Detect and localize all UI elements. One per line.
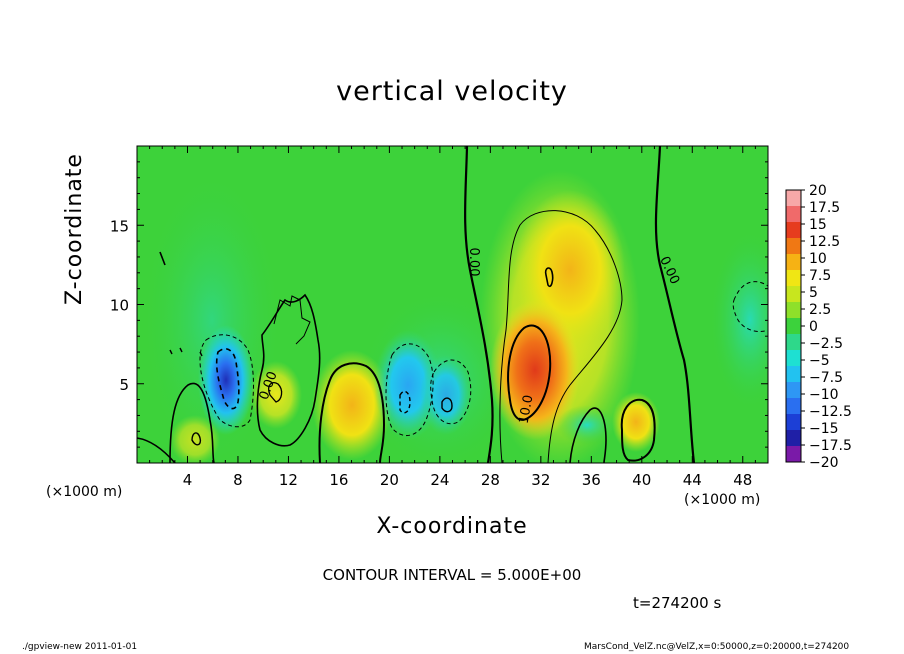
x-axis-unit: (×1000 m) bbox=[684, 492, 761, 508]
colorbar-swatch bbox=[786, 414, 801, 430]
colorbar-label: −15 bbox=[809, 421, 839, 437]
contour-interval-text: CONTOUR INTERVAL = 5.000E+00 bbox=[322, 566, 582, 584]
x-axis: 4 8 12 16 20 24 28 32 36 40 44 48 bbox=[149, 146, 756, 489]
colorbar-label: 17.5 bbox=[809, 200, 840, 216]
colorbar-label: 0 bbox=[809, 319, 818, 335]
colorbar-swatch bbox=[786, 190, 801, 206]
colorbar: 2017.51512.5107.552.50−2.5−5−7.5−10−12.5… bbox=[785, 183, 852, 471]
colorbar-swatch bbox=[786, 222, 801, 238]
colorbar-label: −10 bbox=[809, 387, 839, 403]
colorbar-swatch bbox=[786, 382, 801, 398]
colorbar-label: −17.5 bbox=[809, 438, 852, 454]
colorbar-label: −12.5 bbox=[809, 404, 852, 420]
x-tick-label: 48 bbox=[733, 471, 752, 489]
x-tick-label: 32 bbox=[531, 471, 550, 489]
x-tick-label: 36 bbox=[582, 471, 601, 489]
colorbar-label: 20 bbox=[809, 183, 827, 199]
y-tick-label: 15 bbox=[110, 217, 129, 235]
colorbar-swatch bbox=[786, 270, 801, 286]
x-tick-label: 24 bbox=[430, 471, 449, 489]
colorbar-swatch bbox=[786, 318, 801, 334]
colorbar-label: 5 bbox=[809, 285, 818, 301]
x-axis-label: X-coordinate bbox=[376, 514, 528, 539]
colorbar-label: 10 bbox=[809, 251, 827, 267]
colorbar-label: −2.5 bbox=[809, 336, 843, 352]
y-axis-unit: (×1000 m) bbox=[46, 484, 123, 500]
colorbar-label: −20 bbox=[809, 455, 839, 471]
footer-right: MarsCond_VelZ.nc@VelZ,x=0:50000,z=0:2000… bbox=[584, 642, 850, 652]
y-axis: 5 10 15 bbox=[110, 161, 768, 448]
colorbar-label: 2.5 bbox=[809, 302, 831, 318]
chart-title: vertical velocity bbox=[336, 76, 568, 107]
x-tick-label: 40 bbox=[632, 471, 651, 489]
y-axis-label: Z-coordinate bbox=[62, 153, 87, 305]
x-tick-label: 8 bbox=[233, 471, 243, 489]
x-tick-label: 44 bbox=[683, 471, 702, 489]
time-stamp: t=274200 s bbox=[633, 594, 722, 612]
colorbar-swatch bbox=[786, 238, 801, 254]
contour-label: 0.00 bbox=[466, 248, 481, 277]
contour-label: 10.0 bbox=[517, 394, 537, 425]
colorbar-swatch bbox=[786, 430, 801, 446]
x-tick-label: 12 bbox=[279, 471, 298, 489]
colorbar-swatch bbox=[786, 206, 801, 222]
colorbar-swatch bbox=[786, 366, 801, 382]
colorbar-swatch bbox=[786, 302, 801, 318]
colorbar-swatch bbox=[786, 286, 801, 302]
footer-left: ./gpview-new 2011-01-01 bbox=[22, 642, 138, 652]
colorbar-swatch bbox=[786, 254, 801, 270]
x-tick-label: 4 bbox=[183, 471, 193, 489]
contour-lines bbox=[137, 146, 768, 463]
x-tick-label: 16 bbox=[329, 471, 348, 489]
colorbar-label: 12.5 bbox=[809, 234, 840, 250]
colorbar-label: 7.5 bbox=[809, 268, 831, 284]
x-tick-label: 20 bbox=[380, 471, 399, 489]
colorbar-label: −5 bbox=[809, 353, 830, 369]
y-tick-label: 5 bbox=[119, 376, 129, 394]
heatmap-field bbox=[137, 146, 768, 463]
y-tick-label: 10 bbox=[110, 297, 129, 315]
x-tick-label: 28 bbox=[481, 471, 500, 489]
colorbar-swatch bbox=[786, 350, 801, 366]
colorbar-swatch bbox=[786, 398, 801, 414]
colorbar-label: 15 bbox=[809, 217, 827, 233]
colorbar-swatch bbox=[786, 334, 801, 350]
colorbar-swatch bbox=[786, 446, 801, 462]
colorbar-label: −7.5 bbox=[809, 370, 843, 386]
